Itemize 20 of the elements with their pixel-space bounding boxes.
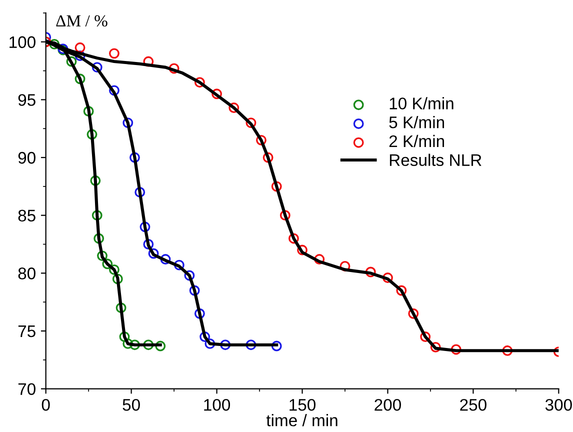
y-tick-label: 95 [18, 94, 36, 106]
legend-label: 2 K/min [389, 134, 444, 148]
x-tick-label: 0 [42, 398, 50, 411]
legend-label: Results NLR [390, 154, 482, 166]
x-tick-label: 100 [204, 398, 230, 411]
x-axis-title: time / min [266, 414, 338, 426]
x-tick-label: 250 [460, 398, 486, 411]
x-tick-label: 200 [374, 398, 401, 411]
legend-label: 10 K/min [390, 97, 454, 110]
y-tick-label: 80 [18, 268, 36, 280]
y-tick-label: 85 [18, 210, 36, 222]
y-tick-label: 90 [18, 152, 36, 164]
x-tick-label: 50 [122, 398, 140, 411]
x-tick-label: 150 [290, 398, 316, 411]
y-axis-title: ΔM / % [56, 15, 108, 27]
legend-label: 5 K/min [389, 116, 444, 128]
x-tick-label: 300 [545, 398, 572, 411]
y-tick-label: 70 [18, 383, 36, 396]
y-tick-label: 100 [10, 36, 36, 48]
y-tick-label: 75 [18, 326, 36, 338]
